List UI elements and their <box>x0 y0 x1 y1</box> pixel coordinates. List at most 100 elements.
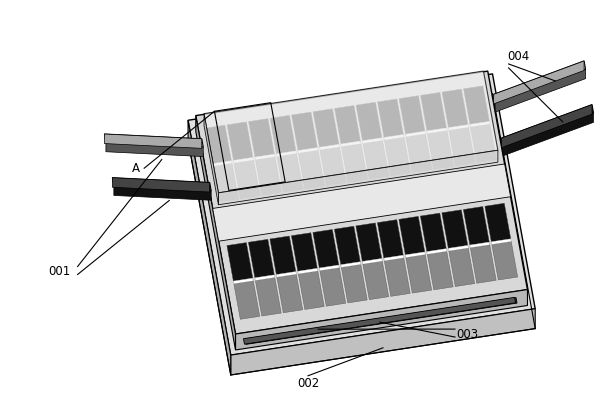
Polygon shape <box>114 186 211 200</box>
Polygon shape <box>471 245 496 283</box>
Polygon shape <box>384 137 410 176</box>
Polygon shape <box>256 157 282 195</box>
Polygon shape <box>384 134 404 140</box>
Polygon shape <box>448 125 468 130</box>
Polygon shape <box>196 71 527 334</box>
Polygon shape <box>313 230 339 268</box>
Polygon shape <box>270 236 296 274</box>
Polygon shape <box>219 150 498 205</box>
Polygon shape <box>471 124 496 162</box>
Polygon shape <box>291 112 317 150</box>
Polygon shape <box>341 264 367 303</box>
Polygon shape <box>399 216 425 255</box>
Polygon shape <box>277 154 303 192</box>
Polygon shape <box>233 278 253 284</box>
Polygon shape <box>234 281 260 319</box>
Polygon shape <box>204 71 498 193</box>
Polygon shape <box>320 268 346 306</box>
Polygon shape <box>463 86 489 124</box>
Polygon shape <box>255 154 275 160</box>
Polygon shape <box>299 150 325 189</box>
Text: 002: 002 <box>297 377 319 390</box>
Polygon shape <box>363 261 389 300</box>
Polygon shape <box>291 233 317 271</box>
Polygon shape <box>356 223 382 262</box>
Polygon shape <box>298 268 318 274</box>
Polygon shape <box>501 105 593 146</box>
Polygon shape <box>470 121 490 127</box>
Polygon shape <box>112 178 209 192</box>
Polygon shape <box>213 164 511 241</box>
Polygon shape <box>255 275 275 280</box>
Polygon shape <box>428 251 453 290</box>
Polygon shape <box>428 131 453 169</box>
Polygon shape <box>405 131 426 137</box>
Polygon shape <box>427 128 447 134</box>
Polygon shape <box>384 255 403 261</box>
Polygon shape <box>399 96 425 134</box>
Polygon shape <box>320 147 346 186</box>
Polygon shape <box>235 290 527 350</box>
Polygon shape <box>188 120 231 375</box>
Polygon shape <box>320 144 339 150</box>
Polygon shape <box>112 178 211 191</box>
Polygon shape <box>378 220 403 258</box>
Polygon shape <box>449 127 475 166</box>
Polygon shape <box>227 243 253 281</box>
Polygon shape <box>463 206 489 245</box>
Text: 003: 003 <box>456 328 478 340</box>
Polygon shape <box>277 274 302 313</box>
Polygon shape <box>298 148 318 153</box>
Polygon shape <box>319 265 339 271</box>
Polygon shape <box>256 278 282 316</box>
Polygon shape <box>384 258 410 296</box>
Polygon shape <box>234 160 260 198</box>
Polygon shape <box>406 134 432 172</box>
Polygon shape <box>449 248 475 286</box>
Polygon shape <box>204 114 219 205</box>
Polygon shape <box>378 99 403 138</box>
Polygon shape <box>442 210 468 248</box>
Polygon shape <box>420 213 446 252</box>
Polygon shape <box>493 61 586 102</box>
Polygon shape <box>406 255 432 293</box>
Polygon shape <box>206 125 232 164</box>
Polygon shape <box>501 105 592 148</box>
Polygon shape <box>492 239 511 244</box>
Polygon shape <box>277 151 296 156</box>
Polygon shape <box>341 262 361 268</box>
Polygon shape <box>356 102 382 141</box>
Polygon shape <box>334 106 360 144</box>
Polygon shape <box>362 138 383 144</box>
Polygon shape <box>298 271 324 310</box>
Text: 004: 004 <box>508 50 530 62</box>
Polygon shape <box>270 115 296 154</box>
Polygon shape <box>245 298 517 344</box>
Polygon shape <box>196 116 235 350</box>
Polygon shape <box>213 164 238 202</box>
Polygon shape <box>448 245 468 251</box>
Polygon shape <box>427 249 447 254</box>
Polygon shape <box>231 309 535 375</box>
Polygon shape <box>363 140 389 179</box>
Polygon shape <box>105 134 203 147</box>
Polygon shape <box>421 92 447 131</box>
Polygon shape <box>212 161 232 166</box>
Polygon shape <box>233 158 253 163</box>
Polygon shape <box>485 203 511 242</box>
Polygon shape <box>227 122 253 160</box>
Polygon shape <box>188 74 535 355</box>
Polygon shape <box>248 239 274 278</box>
Polygon shape <box>334 226 360 265</box>
Polygon shape <box>492 242 517 280</box>
Polygon shape <box>341 141 361 147</box>
Polygon shape <box>106 142 203 156</box>
Polygon shape <box>493 61 584 104</box>
Polygon shape <box>495 69 586 112</box>
Text: 001: 001 <box>49 265 71 278</box>
Polygon shape <box>277 272 296 277</box>
Polygon shape <box>362 258 383 264</box>
Polygon shape <box>341 144 367 182</box>
Polygon shape <box>470 242 490 248</box>
Polygon shape <box>503 113 593 156</box>
